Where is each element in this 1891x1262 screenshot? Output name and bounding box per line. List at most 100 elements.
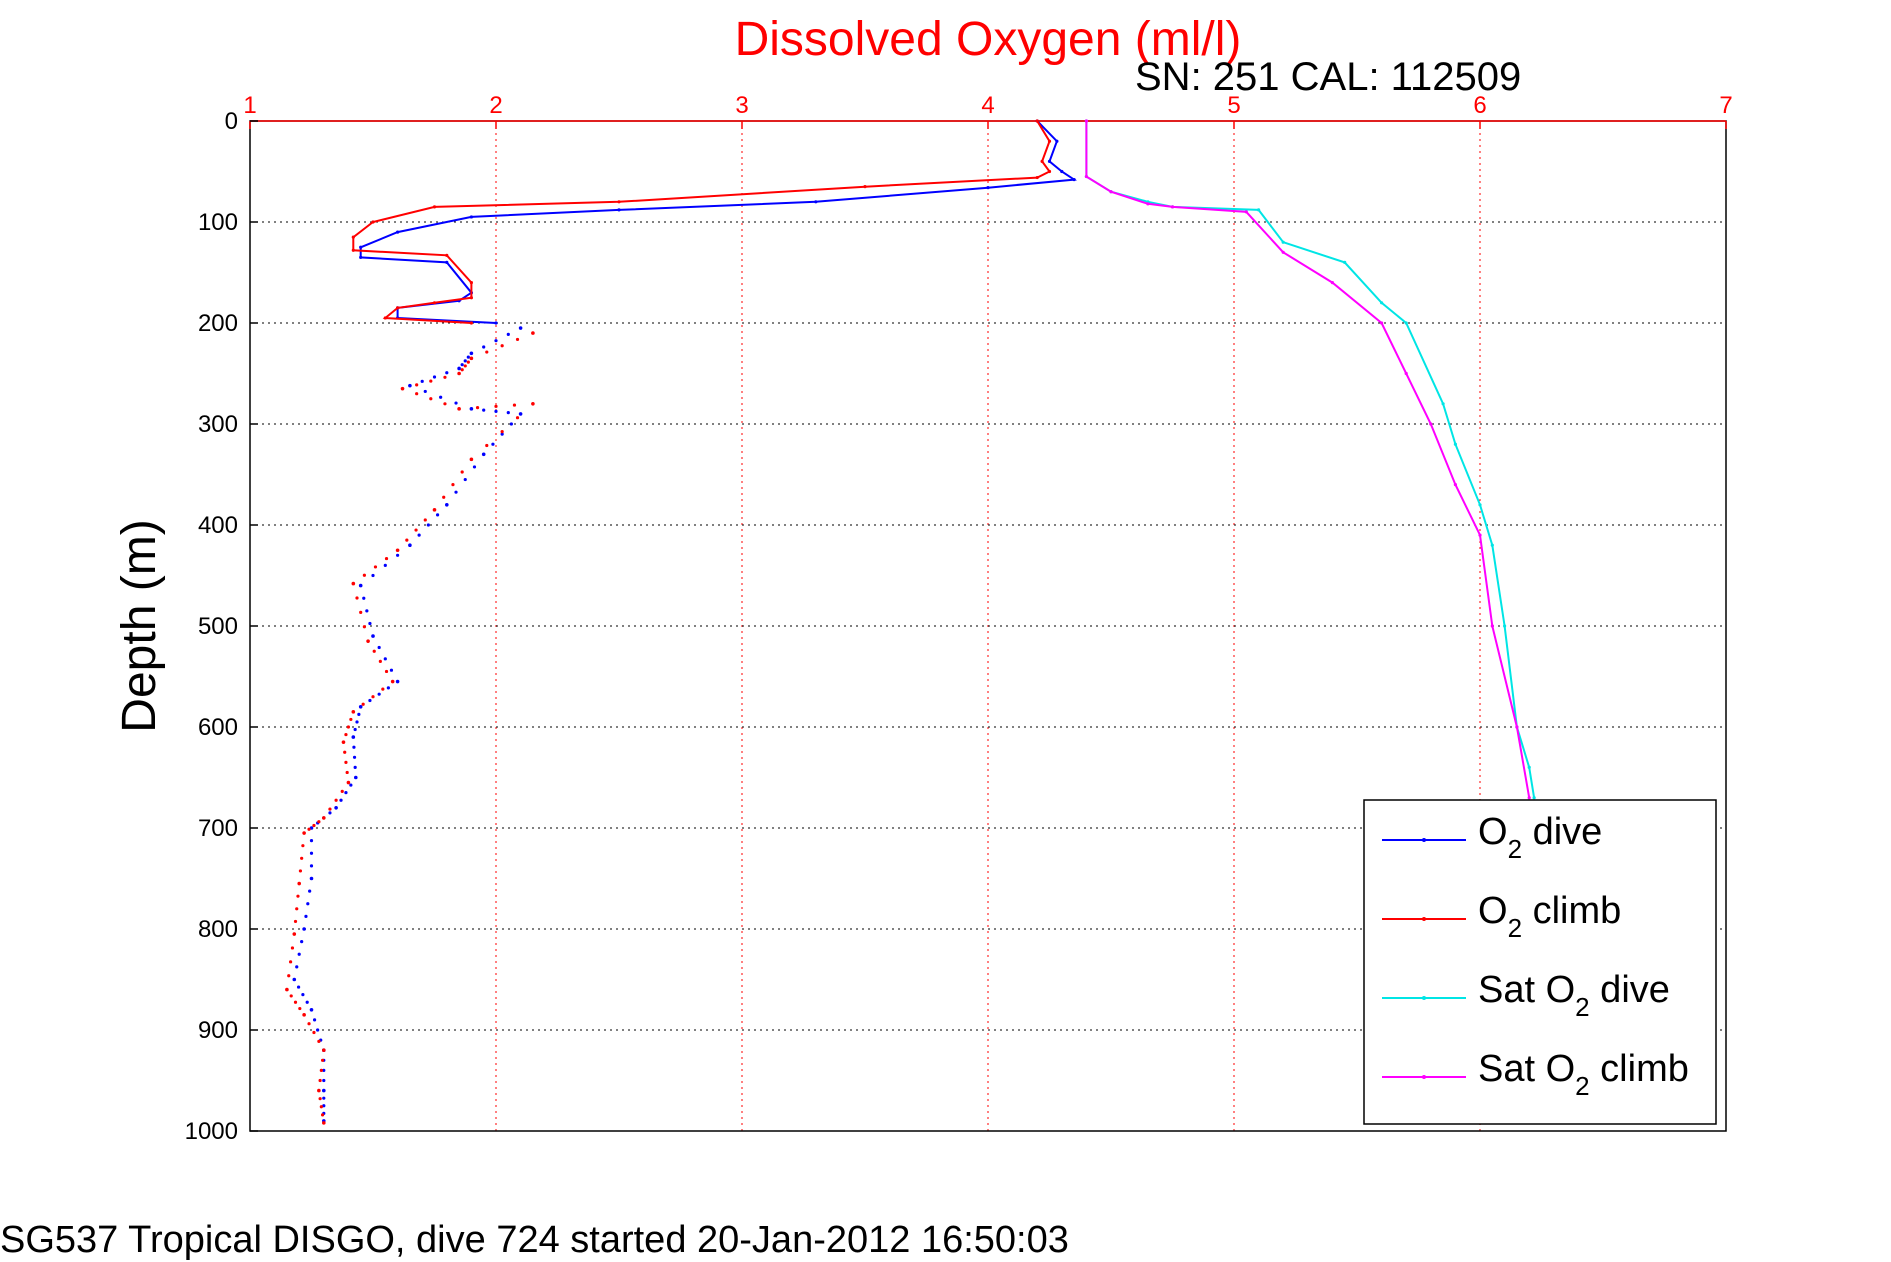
data-point bbox=[1060, 169, 1064, 174]
data-point bbox=[396, 230, 400, 234]
data-point bbox=[352, 755, 357, 759]
data-point bbox=[295, 907, 299, 911]
data-point bbox=[1281, 240, 1285, 244]
data-point bbox=[1527, 796, 1531, 800]
data-point bbox=[351, 581, 356, 586]
data-point bbox=[371, 220, 375, 224]
data-point bbox=[445, 260, 449, 264]
data-point bbox=[494, 409, 498, 413]
y-tick-label: 700 bbox=[198, 815, 238, 842]
data-point bbox=[378, 659, 382, 663]
data-point bbox=[371, 573, 375, 578]
data-point bbox=[463, 359, 467, 363]
data-point bbox=[469, 457, 474, 462]
legend-label: Sat O2 climb bbox=[1478, 1048, 1689, 1101]
legend-marker bbox=[1422, 996, 1426, 1000]
data-point bbox=[429, 397, 433, 401]
data-point bbox=[344, 791, 348, 795]
data-point bbox=[432, 375, 437, 379]
data-point bbox=[1244, 210, 1248, 214]
data-point bbox=[1047, 139, 1052, 143]
data-point bbox=[353, 765, 357, 770]
data-point bbox=[1453, 442, 1457, 446]
data-point bbox=[322, 1048, 326, 1052]
data-point bbox=[373, 565, 378, 569]
data-point bbox=[475, 405, 480, 410]
x-tick-label: 5 bbox=[1227, 92, 1240, 119]
data-point bbox=[346, 725, 350, 729]
y-tick-label: 800 bbox=[198, 916, 238, 943]
data-point bbox=[445, 253, 449, 257]
data-point bbox=[515, 416, 520, 420]
data-point bbox=[292, 977, 297, 982]
data-point bbox=[405, 538, 409, 542]
data-point bbox=[309, 826, 314, 830]
data-point bbox=[506, 332, 510, 336]
data-point bbox=[1532, 796, 1536, 800]
data-point bbox=[355, 596, 359, 600]
data-point bbox=[443, 402, 447, 406]
data-point bbox=[296, 985, 301, 989]
data-point bbox=[814, 200, 818, 204]
y-tick-label: 1000 bbox=[185, 1118, 238, 1145]
data-point bbox=[384, 556, 389, 561]
data-point bbox=[351, 235, 355, 239]
data-point bbox=[1047, 169, 1052, 174]
data-point bbox=[355, 720, 359, 724]
data-point bbox=[1072, 177, 1076, 182]
data-point bbox=[414, 528, 418, 532]
data-point bbox=[288, 960, 293, 964]
data-point bbox=[383, 657, 387, 661]
data-point bbox=[515, 337, 520, 342]
data-point bbox=[362, 596, 366, 600]
data-point bbox=[457, 371, 461, 376]
data-point bbox=[481, 452, 486, 457]
data-point bbox=[1490, 624, 1494, 628]
legend-item: Sat O2 dive bbox=[1382, 969, 1670, 1022]
data-point bbox=[494, 321, 498, 325]
data-point bbox=[1380, 301, 1384, 305]
data-point bbox=[463, 364, 467, 368]
series-layer bbox=[285, 119, 1536, 1125]
data-point bbox=[1515, 725, 1519, 729]
data-point bbox=[377, 692, 381, 696]
series-5 bbox=[1084, 119, 1531, 800]
data-point bbox=[365, 609, 369, 613]
data-point bbox=[371, 634, 375, 638]
data-point bbox=[309, 851, 314, 855]
data-point bbox=[306, 902, 310, 906]
data-point bbox=[1035, 119, 1039, 123]
legend-label: Sat O2 dive bbox=[1478, 969, 1670, 1022]
data-point bbox=[420, 379, 424, 383]
y-tick-label: 200 bbox=[198, 310, 238, 337]
data-point bbox=[317, 1039, 321, 1043]
data-point bbox=[361, 702, 365, 706]
data-point bbox=[322, 1121, 326, 1125]
data-point bbox=[408, 543, 412, 547]
data-point bbox=[389, 668, 394, 672]
y-tick-label: 600 bbox=[198, 714, 238, 741]
x-ticks: 1 2 3 4 5 6 7 bbox=[243, 92, 1733, 129]
data-point bbox=[457, 366, 461, 371]
series-line bbox=[352, 120, 1052, 324]
data-point bbox=[297, 881, 302, 886]
data-point bbox=[318, 1097, 322, 1101]
chart-title: Dissolved Oxygen (ml/l) bbox=[735, 13, 1242, 66]
data-point bbox=[408, 383, 412, 388]
data-point bbox=[396, 306, 400, 310]
data-point bbox=[317, 820, 321, 824]
data-point bbox=[384, 669, 389, 674]
x-tick-label: 1 bbox=[243, 92, 256, 119]
data-point bbox=[454, 490, 458, 494]
data-point bbox=[395, 548, 400, 553]
data-point bbox=[1084, 119, 1088, 123]
data-point bbox=[351, 248, 355, 252]
data-point bbox=[383, 563, 387, 568]
data-point bbox=[320, 1113, 325, 1117]
data-point bbox=[359, 610, 363, 614]
data-point bbox=[322, 1096, 326, 1100]
data-point bbox=[396, 553, 400, 557]
data-point bbox=[334, 798, 338, 802]
data-point bbox=[362, 625, 366, 629]
data-point bbox=[432, 205, 437, 209]
